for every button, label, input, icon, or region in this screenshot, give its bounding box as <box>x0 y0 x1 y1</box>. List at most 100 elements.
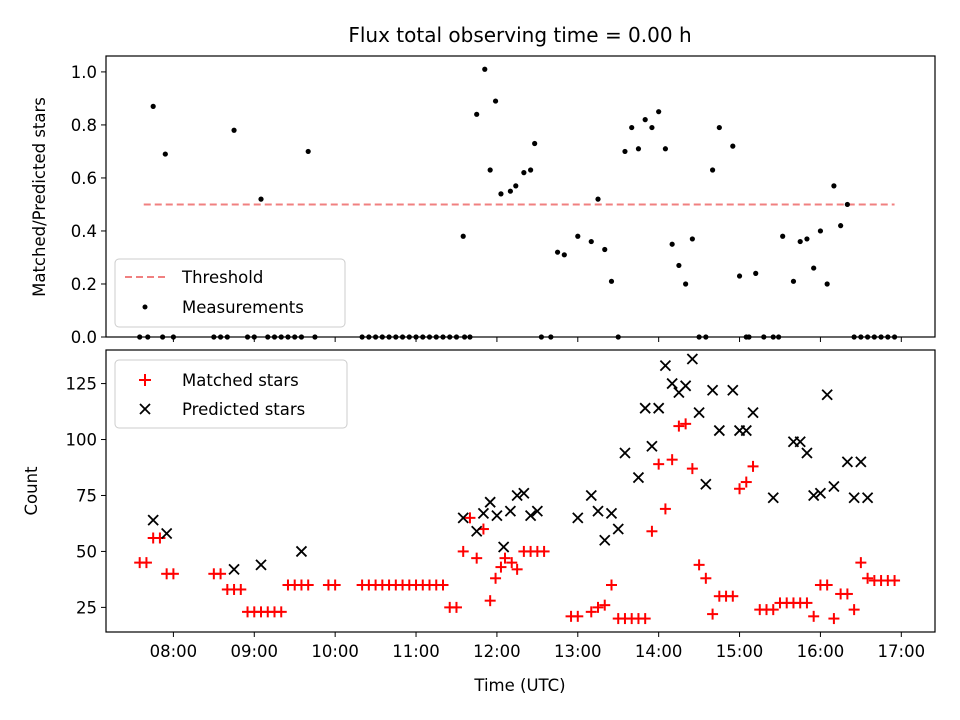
predicted-star-point <box>693 407 705 419</box>
bottom-ytick-label: 75 <box>76 486 97 505</box>
measurement-point <box>492 98 499 104</box>
measurement-point <box>595 196 601 202</box>
matched-star-point <box>653 458 665 470</box>
matched-star-point <box>767 604 779 616</box>
measurement-point <box>831 183 837 189</box>
predicted-star-point <box>679 380 692 392</box>
bottom-xtick-label: 08:00 <box>150 642 198 661</box>
bottom-xtick-label: 09:00 <box>230 642 278 661</box>
measurement-point <box>730 143 736 149</box>
top-ytick-label: 0.6 <box>71 169 97 188</box>
matched-star-point <box>471 552 483 564</box>
legend-predicted-label: Predicted stars <box>182 400 305 419</box>
predicted-star-point <box>498 541 510 553</box>
matched-star-point <box>450 601 462 613</box>
measurement-point <box>231 127 237 133</box>
measurement-point <box>498 191 504 197</box>
predicted-star-point <box>504 505 517 517</box>
bottom-ytick-label: 25 <box>76 598 97 617</box>
bottom-legend: Matched stars Predicted stars <box>114 359 348 429</box>
top-ytick-label: 1.0 <box>71 63 97 82</box>
predicted-star-point <box>740 424 752 437</box>
measurement-point <box>790 278 797 284</box>
measurement-point <box>507 188 513 194</box>
predicted-star-point <box>700 478 712 490</box>
measurement-point <box>844 201 850 208</box>
matched-star-point <box>646 525 658 537</box>
top-ticks: 0.0 0.2 0.4 0.6 0.8 1.0 <box>71 63 902 347</box>
legend-measurements-label: Measurements <box>182 298 304 317</box>
predicted-star-point <box>592 505 604 517</box>
legend-matched-label: Matched stars <box>182 371 299 390</box>
bottom-xtick-label: 16:00 <box>797 642 845 661</box>
predicted-star-point <box>491 509 503 522</box>
bottom-ticks: 25 50 75 100 125 08:00 09:00 10:00 11:00 12:00 13:… <box>66 375 926 661</box>
matched-star-point <box>707 608 719 620</box>
predicted-star-point <box>599 534 611 546</box>
matched-star-point <box>747 460 759 472</box>
predicted-star-point <box>228 563 240 575</box>
predicted-star-point <box>605 507 618 520</box>
bottom-legend-box <box>114 359 348 429</box>
measurement-point <box>635 146 642 152</box>
predicted-star-point <box>255 559 267 571</box>
matched-star-point <box>808 610 820 622</box>
bottom-xtick-label: 13:00 <box>554 642 602 661</box>
predicted-star-point <box>828 480 840 493</box>
measurement-point <box>608 278 615 284</box>
matched-star-point <box>828 613 840 625</box>
measurement-point <box>656 109 662 115</box>
measurement-point <box>649 124 655 131</box>
predicted-star-point <box>666 377 678 390</box>
matched-star-point <box>140 557 152 569</box>
bottom-marks <box>134 353 901 625</box>
measurement-point <box>460 233 466 239</box>
matched-star-point <box>659 503 671 515</box>
legend-threshold-label: Threshold <box>181 268 263 287</box>
predicted-star-point <box>747 407 759 419</box>
measurement-point <box>513 183 519 189</box>
predicted-star-point <box>572 512 584 524</box>
predicted-star-point <box>484 496 496 508</box>
matched-star-point <box>154 532 166 544</box>
predicted-star-point <box>632 471 645 484</box>
matched-star-point <box>437 579 449 591</box>
measurement-point <box>162 151 168 157</box>
matched-star-point <box>680 418 692 430</box>
predicted-star-point <box>161 527 173 540</box>
matched-star-point <box>801 597 813 609</box>
measurement-point <box>622 148 628 155</box>
predicted-star-point <box>471 525 483 537</box>
measurement-point <box>676 262 682 269</box>
matched-star-point <box>700 572 712 584</box>
top-legend: Threshold Measurements <box>114 258 346 328</box>
measurement-point <box>258 196 264 202</box>
measurement-point <box>532 140 538 147</box>
matched-star-point <box>495 561 507 573</box>
measurement-point <box>804 236 810 242</box>
matched-star-point <box>740 476 752 488</box>
measurement-point <box>689 236 695 242</box>
matched-star-point <box>215 568 227 580</box>
matched-star-point <box>862 572 874 584</box>
matched-star-point <box>821 579 833 591</box>
predicted-star-point <box>767 492 779 504</box>
bottom-xlabel: Time (UTC) <box>473 676 565 695</box>
top-marks <box>137 66 898 340</box>
predicted-star-point <box>295 545 308 558</box>
bottom-xtick-label: 17:00 <box>878 642 926 661</box>
bottom-plot-frame <box>105 349 936 633</box>
predicted-star-point <box>585 489 597 502</box>
matched-star-point <box>457 545 469 557</box>
predicted-star-point <box>531 505 543 517</box>
matched-star-point <box>538 545 550 557</box>
measurement-point <box>736 273 743 279</box>
matched-star-point <box>855 557 867 569</box>
matched-star-point <box>511 563 523 575</box>
bottom-xtick-label: 12:00 <box>473 642 521 661</box>
predicted-star-point <box>477 507 490 520</box>
chart-title: Flux total observing time = 0.00 h <box>348 23 691 47</box>
predicted-star-point <box>612 523 624 535</box>
predicted-star-point <box>821 389 833 401</box>
measurement-point <box>669 241 675 247</box>
